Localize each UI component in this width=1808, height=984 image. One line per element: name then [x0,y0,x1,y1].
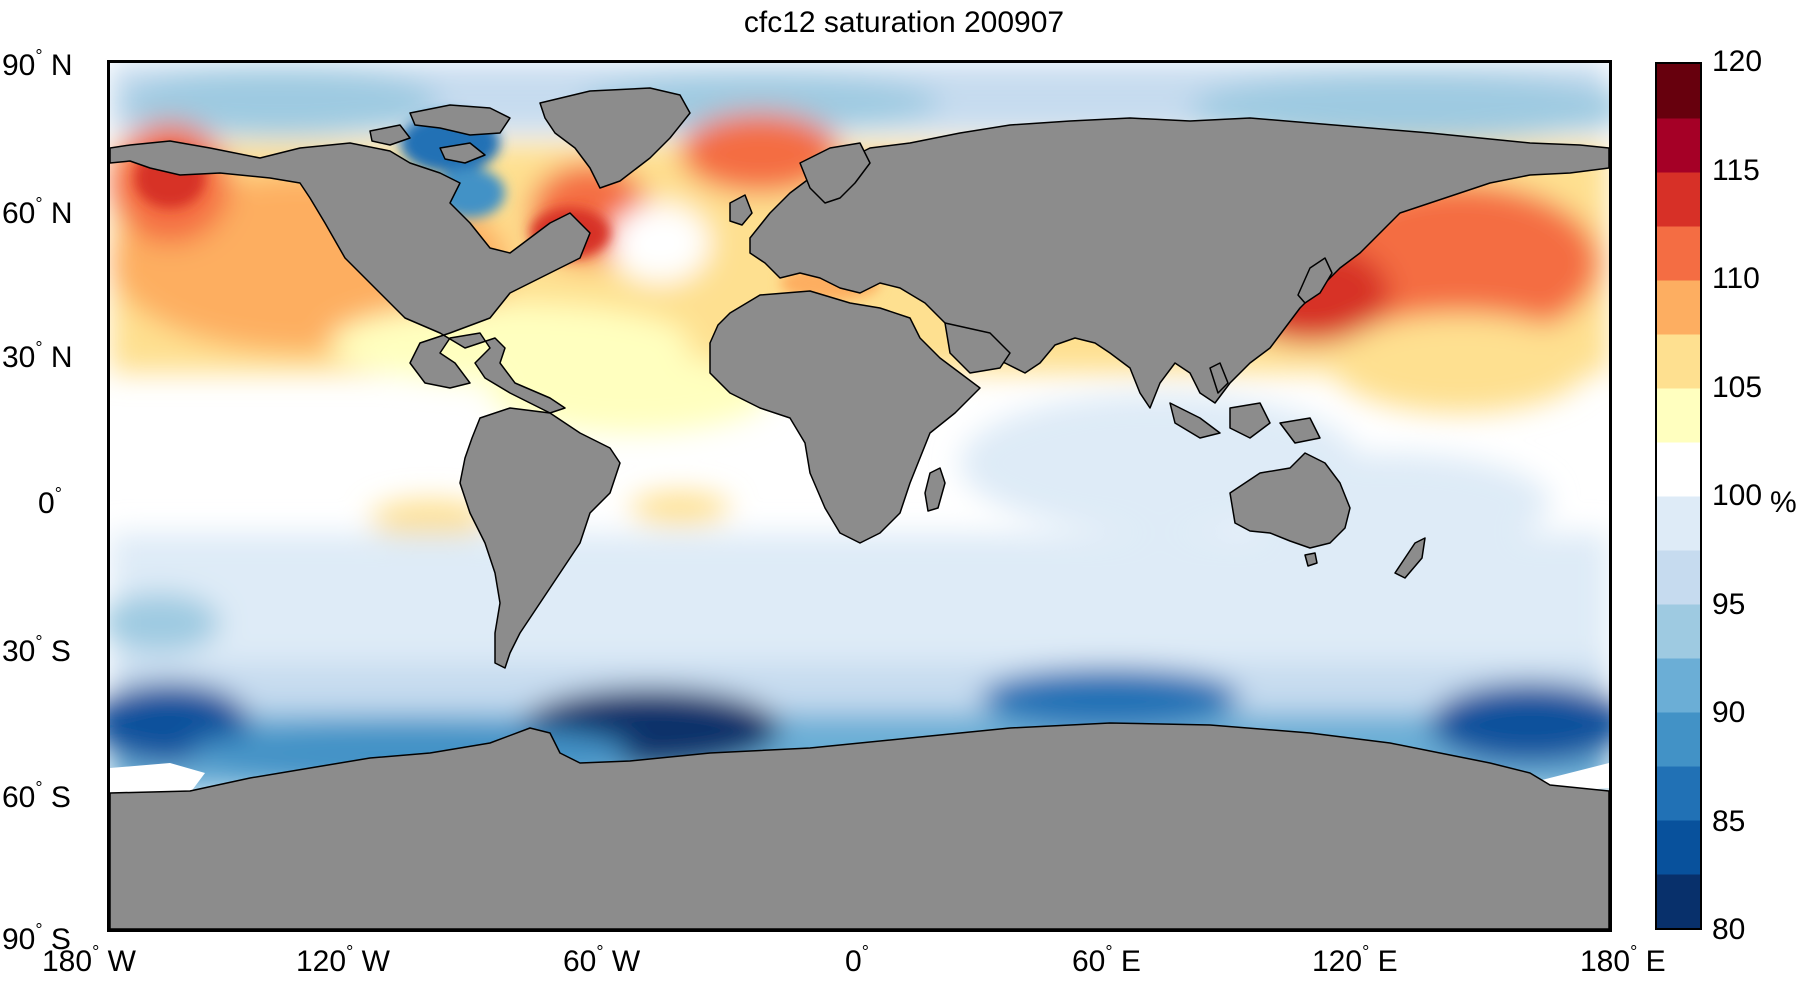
colorbar-tick-label: 110 [1712,262,1760,295]
colorbar-swatch [1657,604,1700,659]
land-greenland [539,87,691,189]
colorbar-swatch [1657,118,1700,173]
colorbar-tick-label: 115 [1712,153,1760,187]
lat-label-90s: 90° S [2,920,71,956]
lon-label-60e: 60° E [1072,942,1141,978]
colorbar-tick-label: 90 [1712,696,1746,729]
lon-label-180w: 180° W [42,942,136,978]
lon-label-180e: 180° E [1580,942,1666,978]
colorbar-unit: % [1770,486,1797,519]
colorbar-tick-label: 85 [1712,804,1746,838]
map-frame [107,60,1612,932]
lat-label-30s: 30° S [2,632,71,668]
colorbar-tick-label: 80 [1712,913,1746,946]
land-africa [709,290,981,544]
lat-label-30n: 30° N [2,338,73,374]
colorbar-tick-label: 95 [1712,587,1746,621]
land-south-america [459,407,621,669]
colorbar-swatch [1657,334,1700,389]
colorbar-swatch [1657,712,1700,767]
lon-label-120w: 120° W [296,942,390,978]
lon-label-60w: 60° W [563,942,641,978]
colorbar-tick-label: 120 [1712,45,1763,78]
lat-label-0: 0° [38,484,62,520]
lat-label-60s: 60° S [2,778,71,814]
colorbar-swatch [1657,496,1700,551]
landmasses [110,87,1609,929]
land-scandinavia [799,142,871,204]
colorbar-swatch [1657,64,1700,119]
land-arctic-islands [409,104,511,136]
colorbar-tick-label: 100 [1712,479,1763,512]
colorbar-swatch [1657,226,1700,281]
colorbar-swatch [1657,766,1700,821]
land-british-isles [729,194,753,226]
colorbar-swatch [1657,388,1700,443]
colorbar-swatch [1657,550,1700,605]
land-north-america [110,140,591,414]
land-antarctica [110,722,1609,929]
colorbar [1655,62,1702,930]
lon-label-0: 0° [845,942,869,978]
colorbar-tick-label: 105 [1712,370,1763,404]
colorbar-swatch [1657,442,1700,497]
land-se-asia-islands [1169,402,1221,439]
colorbar-swatch [1657,172,1700,227]
land-australia [1229,452,1351,549]
saturation-map [110,63,1609,929]
lat-label-60n: 60° N [2,194,73,230]
land-japan [1297,257,1333,304]
lat-label-90n: 90° N [2,46,73,82]
colorbar-swatch [1657,280,1700,335]
land-new-zealand [1394,537,1426,579]
land-madagascar [924,467,946,512]
colorbar-swatch [1657,874,1700,928]
map-title: cfc12 saturation 200907 [743,6,1065,39]
lon-label-120e: 120° E [1312,942,1398,978]
colorbar-swatch [1657,658,1700,713]
colorbar-swatch [1657,820,1700,875]
